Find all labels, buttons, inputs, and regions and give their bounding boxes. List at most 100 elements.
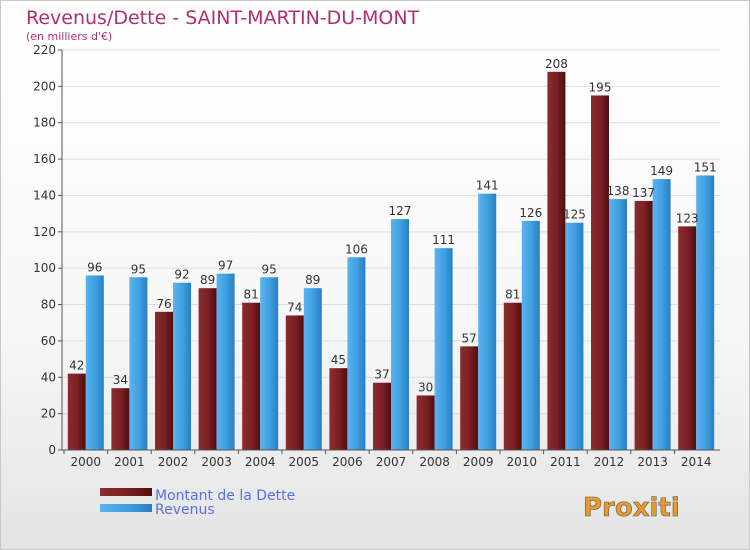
data-label: 92 (174, 268, 189, 282)
y-tick-label: 120 (33, 225, 56, 239)
x-tick-label: 2009 (463, 455, 494, 469)
data-label: 89 (305, 273, 320, 287)
data-label: 95 (131, 262, 146, 276)
x-tick-label: 2000 (71, 455, 102, 469)
data-label: 96 (87, 260, 102, 274)
bar-dette-2014 (678, 226, 697, 450)
data-label: 76 (156, 297, 171, 311)
legend: Montant de la Dette Revenus (100, 488, 295, 518)
bar-revenus-2014 (696, 175, 715, 451)
bars (67, 71, 715, 451)
proxiti-logo: Proxiti (583, 493, 680, 524)
bar-revenus-2010 (521, 220, 540, 450)
x-tick-label: 2012 (594, 455, 625, 469)
y-tick-label: 40 (41, 370, 56, 384)
bar-dette-2008 (416, 395, 435, 450)
x-tick-label: 2003 (201, 455, 232, 469)
data-label: 149 (650, 164, 673, 178)
bar-dette-2007 (373, 382, 391, 450)
bar-revenus-2012 (609, 199, 627, 450)
legend-label-revenus: Revenus (155, 502, 215, 518)
y-tick-label: 180 (33, 116, 56, 130)
x-tick-label: 2001 (114, 455, 145, 469)
chart-subtitle: (en milliers d'€) (26, 30, 112, 43)
bar-dette-2005 (285, 315, 304, 450)
bar-dette-2009 (460, 346, 479, 450)
data-label: 137 (632, 186, 655, 200)
bar-dette-2001 (111, 388, 130, 450)
data-label: 97 (218, 259, 233, 273)
bar-revenus-2011 (565, 222, 584, 450)
bar-revenus-2008 (434, 248, 453, 450)
y-tick-label: 80 (41, 298, 56, 312)
legend-swatch-dette (100, 488, 152, 496)
bar-revenus-2005 (303, 288, 322, 450)
y-tick-label: 20 (41, 407, 56, 421)
bar-revenus-2007 (391, 219, 409, 450)
y-tick-label: 60 (41, 334, 56, 348)
y-tick-label: 220 (33, 43, 56, 57)
x-tick-label: 2010 (507, 455, 538, 469)
legend-swatch-revenus (100, 504, 152, 512)
data-label: 125 (563, 208, 586, 222)
bar-dette-2002 (155, 311, 173, 450)
bar-dette-2004 (242, 302, 261, 450)
x-tick-label: 2014 (681, 455, 712, 469)
bar-revenus-2009 (478, 193, 497, 451)
bar-revenus-2002 (173, 282, 191, 450)
y-tick-label: 100 (33, 261, 56, 275)
bar-revenus-2001 (129, 277, 148, 450)
x-tick-label: 2005 (289, 455, 320, 469)
data-label: 57 (462, 331, 477, 345)
data-label: 95 (262, 262, 277, 276)
data-label: 151 (694, 160, 717, 174)
x-tick-label: 2011 (550, 455, 581, 469)
x-tick-label: 2007 (376, 455, 407, 469)
bar-dette-2011 (547, 71, 566, 451)
bar-revenus-2006 (347, 257, 366, 450)
y-tick-label: 0 (48, 443, 56, 457)
data-label: 81 (505, 288, 520, 302)
data-label: 126 (519, 206, 542, 220)
data-label: 37 (374, 368, 389, 382)
bar-revenus-2004 (260, 277, 279, 450)
data-label: 30 (418, 380, 433, 394)
legend-label-dette: Montant de la Dette (155, 488, 295, 504)
data-label: 34 (113, 373, 128, 387)
x-tick-label: 2002 (158, 455, 189, 469)
data-label: 123 (676, 211, 699, 225)
y-axis: 0 20 40 60 80 100 120 140 160 180 200 220 (33, 43, 63, 457)
x-tick-label: 2004 (245, 455, 276, 469)
chart-title: Revenus/Dette - SAINT-MARTIN-DU-MONT (26, 7, 420, 29)
y-tick-label: 200 (33, 79, 56, 93)
data-label: 141 (476, 179, 499, 193)
data-label: 81 (244, 288, 259, 302)
bar-revenus-2013 (652, 179, 671, 450)
bar-dette-2006 (329, 368, 348, 450)
data-label: 42 (69, 359, 84, 373)
bar-dette-2012 (591, 95, 609, 451)
bar-revenus-2000 (85, 275, 104, 450)
bar-dette-2003 (198, 288, 217, 450)
y-tick-label: 160 (33, 152, 56, 166)
x-tick-label: 2006 (332, 455, 363, 469)
bar-dette-2000 (67, 373, 86, 450)
data-label: 89 (200, 273, 215, 287)
x-tick-label: 2013 (637, 455, 668, 469)
bar-dette-2013 (634, 200, 653, 450)
x-axis: 2000 2001 2002 2003 2004 2005 2006 2007 2008 2009… (62, 449, 720, 469)
data-label: 106 (345, 242, 368, 256)
data-label: 195 (589, 80, 612, 94)
x-tick-label: 2008 (419, 455, 450, 469)
data-label: 45 (331, 353, 346, 367)
logo-text: Proxiti (583, 493, 680, 523)
data-label: 111 (432, 233, 455, 247)
data-label: 208 (545, 57, 568, 71)
data-label: 127 (389, 204, 412, 218)
bar-dette-2010 (503, 302, 522, 450)
data-label: 138 (607, 184, 630, 198)
y-tick-label: 140 (33, 188, 56, 202)
data-label: 74 (287, 300, 302, 314)
